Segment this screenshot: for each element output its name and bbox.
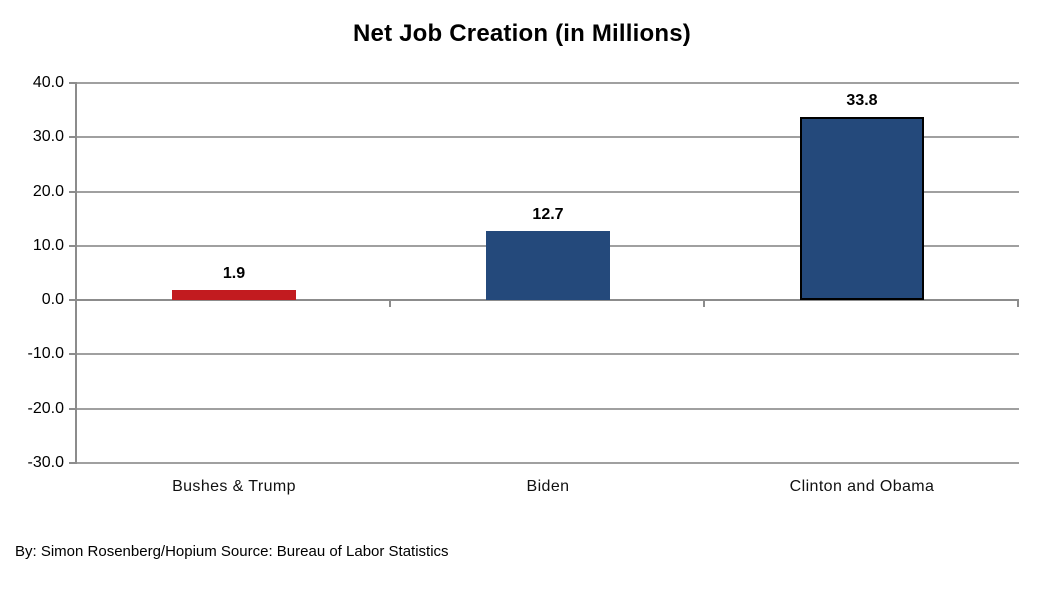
bar-value-label-bushes-trump: 1.9 (222, 264, 246, 282)
y-axis-label: -10.0 (27, 345, 64, 363)
y-axis-label: -30.0 (27, 454, 64, 471)
gridline (77, 407, 1019, 410)
bar-clinton-and-obama (800, 116, 924, 301)
chart-title: Net Job Creation (in Millions) (352, 20, 691, 47)
y-axis-line (75, 83, 77, 463)
gridline (77, 462, 1019, 464)
gridline (77, 136, 1019, 139)
y-axis-label: -20.0 (27, 399, 64, 417)
bar-bushes-trump (172, 289, 296, 301)
x-axis-line (77, 299, 1019, 302)
category-boundary-tick (703, 301, 705, 308)
bar-value-label-clinton-and-obama: 33.8 (846, 91, 878, 109)
gridline (77, 353, 1019, 356)
category-boundary-tick (389, 301, 391, 308)
y-axis-tick (69, 407, 77, 410)
y-axis-tick (69, 244, 77, 247)
y-axis-label: 10.0 (32, 236, 64, 254)
bar-biden (486, 231, 610, 301)
y-axis-tick (69, 462, 77, 464)
y-axis-label: 30.0 (32, 128, 64, 146)
category-label-biden: Biden (526, 478, 570, 495)
bar-value-label-biden: 12.7 (532, 206, 564, 224)
category-label-bushes-trump: Bushes & Trump (172, 478, 296, 495)
y-axis-tick (69, 299, 77, 302)
category-boundary-tick (1017, 301, 1019, 308)
y-axis-label: 0.0 (41, 291, 64, 309)
y-axis-tick (69, 190, 77, 193)
y-axis-tick (69, 82, 77, 84)
y-axis-label: 20.0 (32, 182, 64, 200)
gridline (77, 190, 1019, 193)
category-label-clinton-and-obama: Clinton and Obama (789, 478, 935, 495)
y-axis-label: 40.0 (32, 74, 64, 91)
y-axis-tick (69, 136, 77, 139)
source-credit: By: Simon Rosenberg/Hopium Source: Burea… (15, 543, 449, 560)
gridline (77, 82, 1019, 84)
y-axis-tick (69, 353, 77, 356)
